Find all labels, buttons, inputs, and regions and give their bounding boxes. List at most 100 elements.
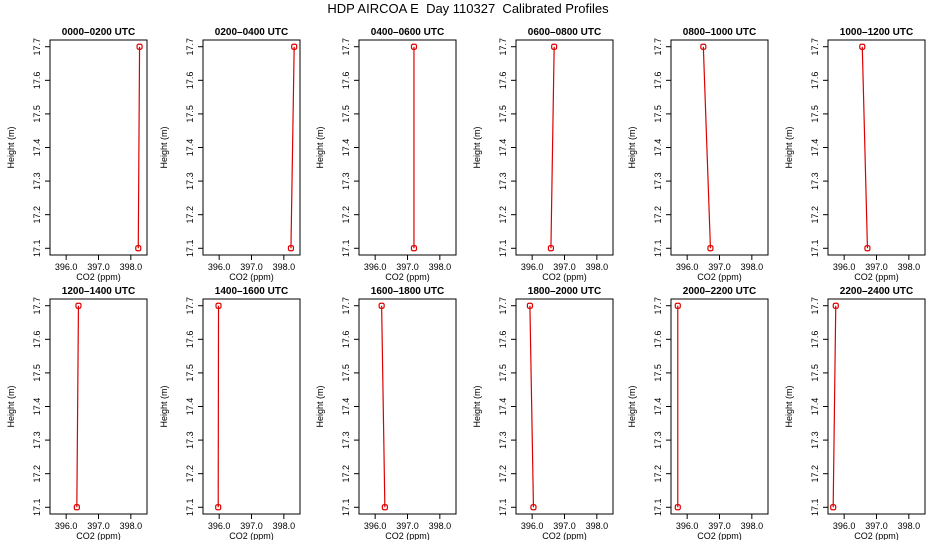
panel-title: 2000–2200 UTC [683, 286, 756, 297]
y-tick-label: 17.5 [810, 364, 820, 382]
y-tick-label: 17.3 [653, 431, 663, 449]
profile-line [702, 46, 712, 249]
data-point [547, 245, 555, 252]
y-tick-label: 17.7 [810, 297, 820, 315]
profile-line [381, 305, 386, 508]
data-point [530, 504, 537, 511]
data-point [674, 302, 681, 309]
x-axis-label: CO2 (ppm) [697, 531, 742, 540]
x-tick-label: 396.0 [521, 262, 544, 272]
x-axis-label: CO2 (ppm) [76, 272, 121, 282]
x-tick-label: 398.0 [741, 521, 764, 531]
panel-title: 2200–2400 UTC [840, 286, 913, 297]
y-axis-label: Height (m) [315, 385, 325, 427]
panel-title: 0800–1000 UTC [683, 27, 756, 38]
profile-line [832, 305, 837, 508]
y-tick-label: 17.4 [185, 398, 195, 416]
y-tick-label: 17.5 [653, 105, 663, 123]
y-tick-label: 17.5 [32, 364, 42, 382]
data-point [551, 43, 558, 50]
y-axis-label: Height (m) [627, 126, 637, 168]
panel-title: 1000–1200 UTC [840, 27, 913, 38]
plot-frame [827, 298, 926, 515]
y-tick-label: 17.1 [498, 240, 508, 258]
panel-title: 1600–1800 UTC [371, 286, 444, 297]
y-tick-label: 17.6 [653, 72, 663, 90]
data-point [378, 302, 385, 309]
y-axis-label: Height (m) [159, 126, 169, 168]
x-tick-label: 398.0 [586, 521, 609, 531]
y-tick-label: 17.3 [653, 172, 663, 190]
y-tick-label: 17.7 [341, 38, 351, 56]
data-point [287, 245, 295, 252]
panel-title: 0200–0400 UTC [215, 27, 288, 38]
plot-frame [49, 39, 148, 256]
panel-title: 0600–0800 UTC [528, 27, 601, 38]
y-tick-label: 17.2 [341, 206, 351, 224]
y-tick-label: 17.2 [653, 465, 663, 483]
y-tick-label: 17.5 [185, 364, 195, 382]
data-point [410, 43, 418, 50]
x-tick-label: 397.0 [87, 262, 110, 272]
y-axis-label: Height (m) [6, 126, 16, 168]
panel-title: 1200–1400 UTC [62, 286, 135, 297]
y-tick-label: 17.6 [32, 331, 42, 349]
y-tick-label: 17.2 [32, 465, 42, 483]
y-tick-label: 17.4 [810, 398, 820, 416]
x-tick-label: 398.0 [586, 262, 609, 272]
x-tick-label: 396.0 [676, 262, 699, 272]
y-tick-label: 17.7 [653, 297, 663, 315]
y-axis-label: Height (m) [472, 385, 482, 427]
y-axis-label: Height (m) [784, 126, 794, 168]
x-tick-label: 397.0 [87, 521, 110, 531]
data-point [707, 245, 714, 252]
y-tick-label: 17.6 [810, 72, 820, 90]
x-axis-label: CO2 (ppm) [542, 531, 587, 540]
x-axis-label: CO2 (ppm) [854, 531, 899, 540]
x-axis-label: CO2 (ppm) [542, 272, 587, 282]
y-tick-label: 17.1 [810, 240, 820, 258]
data-point [215, 504, 222, 511]
data-point [135, 245, 142, 252]
y-axis-label: Height (m) [315, 126, 325, 168]
data-point [700, 43, 707, 50]
y-tick-label: 17.6 [32, 72, 42, 90]
y-tick-label: 17.1 [32, 499, 42, 517]
plot-frame [827, 39, 926, 256]
y-tick-label: 17.7 [341, 297, 351, 315]
plot-frame [49, 298, 148, 515]
y-axis-label: Height (m) [159, 385, 169, 427]
y-tick-label: 17.2 [185, 206, 195, 224]
profile-line [550, 46, 555, 249]
y-tick-label: 17.3 [341, 172, 351, 190]
x-axis-label: CO2 (ppm) [76, 531, 121, 540]
data-point [674, 504, 681, 511]
x-tick-label: 397.0 [553, 262, 576, 272]
x-tick-label: 397.0 [708, 521, 731, 531]
y-tick-label: 17.7 [653, 38, 663, 56]
profile-line [137, 46, 141, 249]
y-tick-label: 17.1 [810, 499, 820, 517]
data-point [859, 43, 866, 50]
x-tick-label: 396.0 [676, 521, 699, 531]
x-tick-label: 397.0 [396, 521, 419, 531]
y-tick-label: 17.1 [341, 240, 351, 258]
x-tick-label: 398.0 [120, 521, 143, 531]
plot-frame [202, 298, 301, 515]
y-tick-label: 17.3 [32, 172, 42, 190]
y-tick-label: 17.3 [810, 431, 820, 449]
y-tick-label: 17.3 [498, 172, 508, 190]
x-axis-label: CO2 (ppm) [854, 272, 899, 282]
y-tick-label: 17.2 [653, 206, 663, 224]
y-tick-label: 17.6 [185, 331, 195, 349]
data-point [526, 302, 534, 309]
x-tick-label: 397.0 [553, 521, 576, 531]
